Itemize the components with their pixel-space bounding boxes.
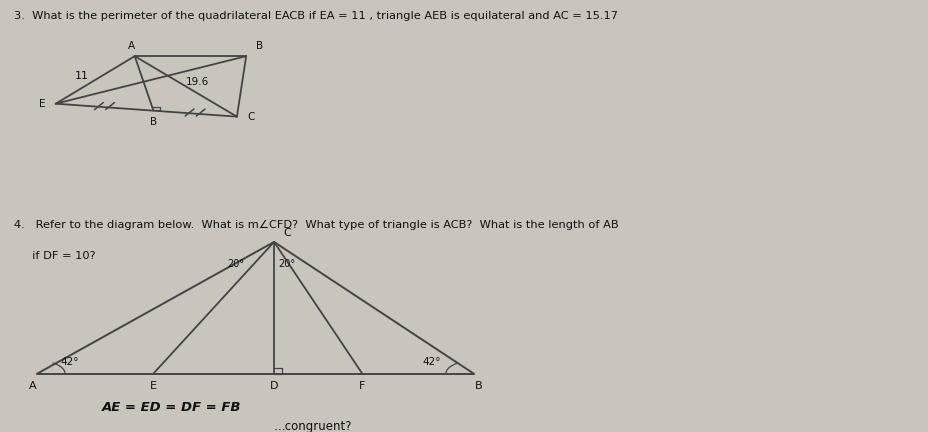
Text: 20°: 20° [227, 259, 244, 269]
Text: 19.6: 19.6 [185, 77, 209, 87]
Text: C: C [283, 228, 290, 238]
Text: A: A [127, 41, 135, 51]
Text: E: E [39, 98, 45, 109]
Text: F: F [359, 381, 365, 391]
Text: 42°: 42° [60, 357, 79, 367]
Text: A: A [29, 381, 36, 391]
Text: AE = ED = DF = FB: AE = ED = DF = FB [102, 401, 241, 414]
Text: 4.   Refer to the diagram below.  What is m∠CFD?  What type of triangle is ACB? : 4. Refer to the diagram below. What is m… [14, 220, 618, 230]
Text: …congruent?: …congruent? [274, 420, 352, 432]
Text: if DF = 10?: if DF = 10? [14, 251, 96, 260]
Text: 42°: 42° [422, 357, 441, 367]
Text: B: B [149, 118, 157, 127]
Text: 11: 11 [74, 70, 89, 81]
Text: D: D [269, 381, 278, 391]
Text: B: B [474, 381, 482, 391]
Text: 3.  What is the perimeter of the quadrilateral EACB if EA = 11 , triangle AEB is: 3. What is the perimeter of the quadrila… [14, 11, 617, 21]
Text: 20°: 20° [277, 259, 294, 269]
Text: B: B [256, 41, 264, 51]
Text: E: E [149, 381, 157, 391]
Text: C: C [247, 111, 254, 122]
